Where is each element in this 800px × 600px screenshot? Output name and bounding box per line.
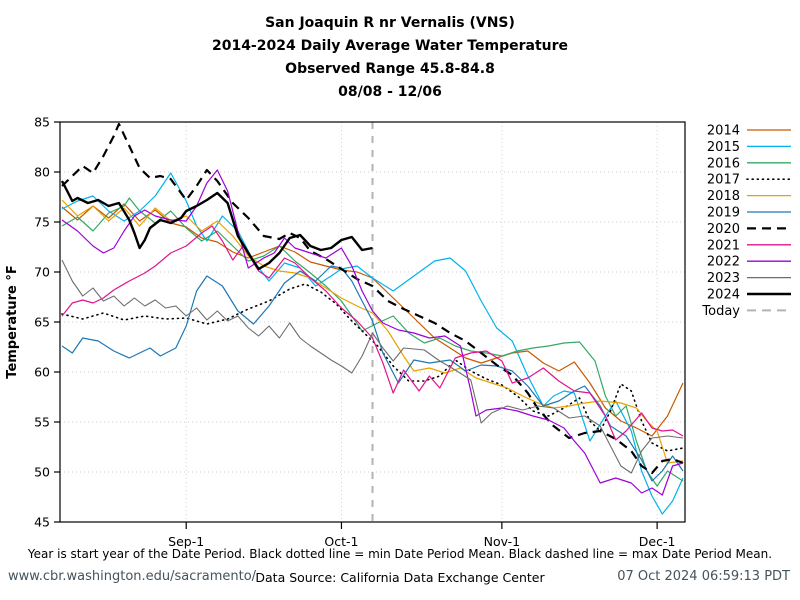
legend-label-2018: 2018 (707, 189, 740, 204)
xtick-label-Dec-1: Dec-1 (639, 534, 676, 549)
ytick-label-45: 45 (34, 515, 50, 530)
legend-label-2019: 2019 (707, 206, 740, 221)
chart-title-line-2: 2014-2024 Daily Average Water Temperatur… (211, 38, 569, 54)
series-line-2015 (61, 172, 684, 515)
chart-title-line-3: Observed Range 45.8-84.8 (285, 61, 495, 77)
xtick-label-Oct-1: Oct-1 (324, 534, 358, 549)
legend-label-2016: 2016 (707, 156, 740, 171)
legend-label-2020: 2020 (707, 222, 740, 237)
series-line-2021 (61, 225, 684, 441)
chart-title-line-1: San Joaquin R nr Vernalis (VNS) (265, 15, 515, 31)
legend-label-2021: 2021 (707, 238, 740, 253)
series-line-2024 (60, 180, 373, 271)
legend-label-2024: 2024 (707, 288, 740, 303)
series-line-2022 (61, 169, 684, 496)
xtick-label-Nov-1: Nov-1 (484, 534, 521, 549)
y-axis-label: Temperature °F (5, 265, 20, 378)
chart-title-line-4: 08/08 - 12/06 (338, 84, 442, 100)
legend-label-2014: 2014 (707, 124, 740, 139)
legend-label-2017: 2017 (707, 173, 740, 188)
legend-label-2015: 2015 (707, 140, 740, 155)
ytick-label-50: 50 (34, 465, 50, 480)
source-url: www.cbr.washington.edu/sacramento/ (8, 569, 257, 584)
legend-label-2023: 2023 (707, 271, 740, 286)
xtick-label-Sep-1: Sep-1 (168, 534, 204, 549)
ytick-label-60: 60 (34, 365, 50, 380)
ytick-label-65: 65 (34, 315, 50, 330)
ytick-label-75: 75 (34, 215, 50, 230)
data-source: Data Source: California Data Exchange Ce… (255, 570, 545, 585)
series-line-2020 (61, 122, 684, 475)
chart-title: San Joaquin R nr Vernalis (VNS) 2014-202… (10, 12, 770, 104)
ytick-label-70: 70 (34, 265, 50, 280)
legend-label-Today: Today (701, 304, 740, 319)
series-line-2017 (61, 283, 684, 452)
series-line-2016 (61, 197, 684, 487)
series-line-2023 (61, 259, 684, 474)
ytick-label-55: 55 (34, 415, 50, 430)
timestamp: 07 Oct 2024 06:59:13 PDT (617, 569, 790, 584)
ytick-label-85: 85 (34, 115, 50, 130)
legend-label-2022: 2022 (707, 255, 740, 270)
ytick-label-80: 80 (34, 165, 50, 180)
footnote: Year is start year of the Date Period. B… (27, 547, 773, 561)
